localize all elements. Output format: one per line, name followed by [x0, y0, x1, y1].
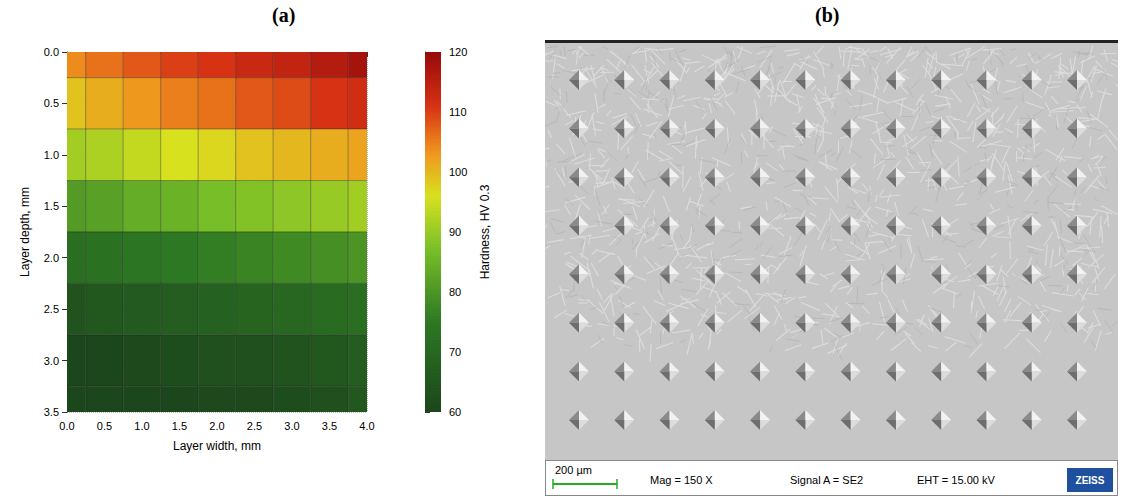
- svg-text:0.5: 0.5: [44, 97, 59, 109]
- svg-text:ZEISS: ZEISS: [1076, 475, 1105, 486]
- svg-text:2.5: 2.5: [247, 420, 262, 432]
- svg-text:Mag = 150 X: Mag = 150 X: [650, 474, 713, 486]
- svg-text:90: 90: [449, 226, 461, 238]
- svg-text:2.0: 2.0: [44, 252, 59, 264]
- svg-text:3.0: 3.0: [284, 420, 299, 432]
- svg-text:60: 60: [449, 406, 461, 418]
- svg-text:1.5: 1.5: [172, 420, 187, 432]
- svg-text:Layer width, mm: Layer width, mm: [173, 439, 261, 453]
- svg-text:0.0: 0.0: [44, 46, 59, 58]
- html-text:(a): (a): [272, 4, 296, 26]
- svg-text:70: 70: [449, 346, 461, 358]
- svg-text:200 µm: 200 µm: [555, 464, 592, 476]
- svg-text:4.0: 4.0: [359, 420, 374, 432]
- svg-text:2.0: 2.0: [209, 420, 224, 432]
- svg-text:100: 100: [449, 166, 467, 178]
- svg-text:120: 120: [449, 46, 467, 58]
- svg-text:0.5: 0.5: [97, 420, 112, 432]
- svg-text:Signal A = SE2: Signal A = SE2: [790, 474, 863, 486]
- svg-text:1.5: 1.5: [44, 200, 59, 212]
- svg-text:3.5: 3.5: [44, 406, 59, 418]
- svg-text:1.0: 1.0: [44, 149, 59, 161]
- svg-text:0.0: 0.0: [59, 420, 74, 432]
- svg-text:2.5: 2.5: [44, 303, 59, 315]
- svg-text:1.0: 1.0: [134, 420, 149, 432]
- html-text:(b): (b): [815, 4, 840, 26]
- svg-text:3.0: 3.0: [44, 355, 59, 367]
- svg-text:EHT = 15.00 kV: EHT = 15.00 kV: [917, 474, 995, 486]
- svg-text:Hardness, HV 0.3: Hardness, HV 0.3: [478, 184, 492, 279]
- svg-text:3.5: 3.5: [322, 420, 337, 432]
- svg-text:Layer depth, mm: Layer depth, mm: [18, 187, 32, 277]
- svg-text:110: 110: [449, 106, 467, 118]
- svg-text:80: 80: [449, 286, 461, 298]
